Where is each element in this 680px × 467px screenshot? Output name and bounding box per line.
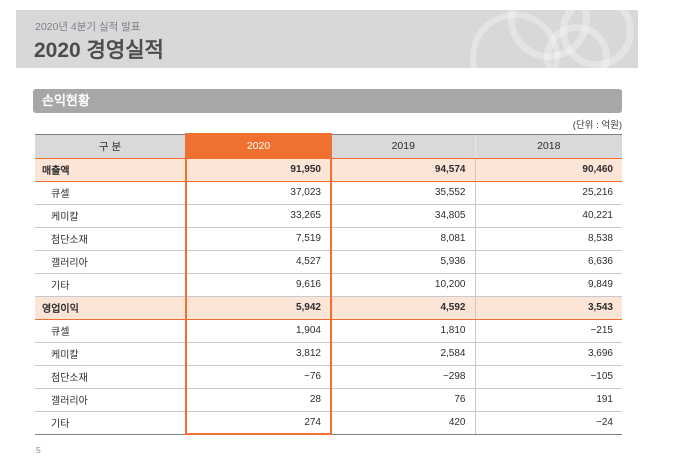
col-header-2019: 2019 [331, 133, 475, 159]
value-cell: 25,216 [474, 181, 622, 205]
value-cell: 5,942 [185, 295, 332, 320]
value-cell: 1,904 [185, 319, 332, 343]
col-header-2018: 2018 [474, 133, 622, 159]
value-cell: 7,519 [185, 227, 332, 251]
value-cell: 35,552 [331, 181, 475, 205]
row-label: 큐셀 [35, 181, 186, 205]
row-label: 첨단소재 [35, 365, 186, 389]
value-cell: 9,616 [185, 273, 332, 297]
value-cell: −105 [474, 365, 622, 389]
value-cell: 8,081 [331, 227, 475, 251]
row-label: 갤러리아 [35, 388, 186, 412]
row-label: 첨단소재 [35, 227, 186, 251]
value-cell: 420 [331, 411, 475, 435]
row-label: 케미칼 [35, 342, 186, 366]
value-cell: 91,950 [185, 157, 332, 182]
table-row: 큐셀 1,904 1,810 −215 [35, 319, 622, 343]
page-number: 5 [36, 445, 41, 455]
value-cell: 3,543 [474, 295, 622, 320]
value-cell: 76 [331, 388, 475, 412]
table-row: 갤러리아 4,527 5,936 6,636 [35, 250, 622, 274]
section-header-bar: 손익현황 [33, 89, 622, 113]
income-statement-table: 구 분 2020 2019 2018 매출액 91,950 94,574 90,460… [35, 133, 622, 435]
table-row: 기타 9,616 10,200 9,849 [35, 273, 622, 297]
table-row: 영업이익 5,942 4,592 3,543 [35, 295, 622, 320]
unit-label: (단위 : 억원) [572, 120, 622, 131]
section-title: 손익현황 [42, 93, 90, 108]
value-cell: 94,574 [331, 157, 475, 182]
value-cell: 33,265 [185, 204, 332, 228]
value-cell: 2,584 [331, 342, 475, 366]
col-header-category: 구 분 [35, 133, 186, 159]
col-header-2020: 2020 [185, 133, 332, 159]
value-cell: 40,221 [474, 204, 622, 228]
table-row: 첨단소재 7,519 8,081 8,538 [35, 227, 622, 251]
row-label: 영업이익 [35, 295, 186, 320]
row-label: 큐셀 [35, 319, 186, 343]
value-cell: 6,636 [474, 250, 622, 274]
value-cell: 90,460 [474, 157, 622, 182]
table-row: 케미칼 33,265 34,805 40,221 [35, 204, 622, 228]
presentation-subtitle: 2020년 4분기 실적 발표 [35, 21, 141, 33]
row-label: 기타 [35, 273, 186, 297]
value-cell: −24 [474, 411, 622, 435]
table-row: 갤러리아 28 76 191 [35, 388, 622, 412]
table-row: 매출액 91,950 94,574 90,460 [35, 157, 622, 182]
value-cell: 191 [474, 388, 622, 412]
value-cell: 4,527 [185, 250, 332, 274]
row-label: 매출액 [35, 157, 186, 182]
value-cell: 8,538 [474, 227, 622, 251]
rings-icon [544, 24, 610, 68]
value-cell: 28 [185, 388, 332, 412]
table-row: 큐셀 37,023 35,552 25,216 [35, 181, 622, 205]
table-row: 첨단소재 −76 −298 −105 [35, 365, 622, 389]
value-cell: 1,810 [331, 319, 475, 343]
value-cell: 10,200 [331, 273, 475, 297]
value-cell: 9,849 [474, 273, 622, 297]
table-header-row: 구 분 2020 2019 2018 [35, 133, 622, 159]
page-title: 2020 경영실적 [34, 39, 164, 62]
value-cell: 4,592 [331, 295, 475, 320]
header-banner: 2020년 4분기 실적 발표 2020 경영실적 [16, 10, 638, 68]
table-row: 기타 274 420 −24 [35, 411, 622, 435]
value-cell: 34,805 [331, 204, 475, 228]
value-cell: 274 [185, 411, 332, 435]
value-cell: 3,812 [185, 342, 332, 366]
value-cell: −298 [331, 365, 475, 389]
row-label: 갤러리아 [35, 250, 186, 274]
value-cell: −215 [474, 319, 622, 343]
table-row: 케미칼 3,812 2,584 3,696 [35, 342, 622, 366]
row-label: 기타 [35, 411, 186, 435]
value-cell: 3,696 [474, 342, 622, 366]
value-cell: 5,936 [331, 250, 475, 274]
value-cell: 37,023 [185, 181, 332, 205]
value-cell: −76 [185, 365, 332, 389]
row-label: 케미칼 [35, 204, 186, 228]
